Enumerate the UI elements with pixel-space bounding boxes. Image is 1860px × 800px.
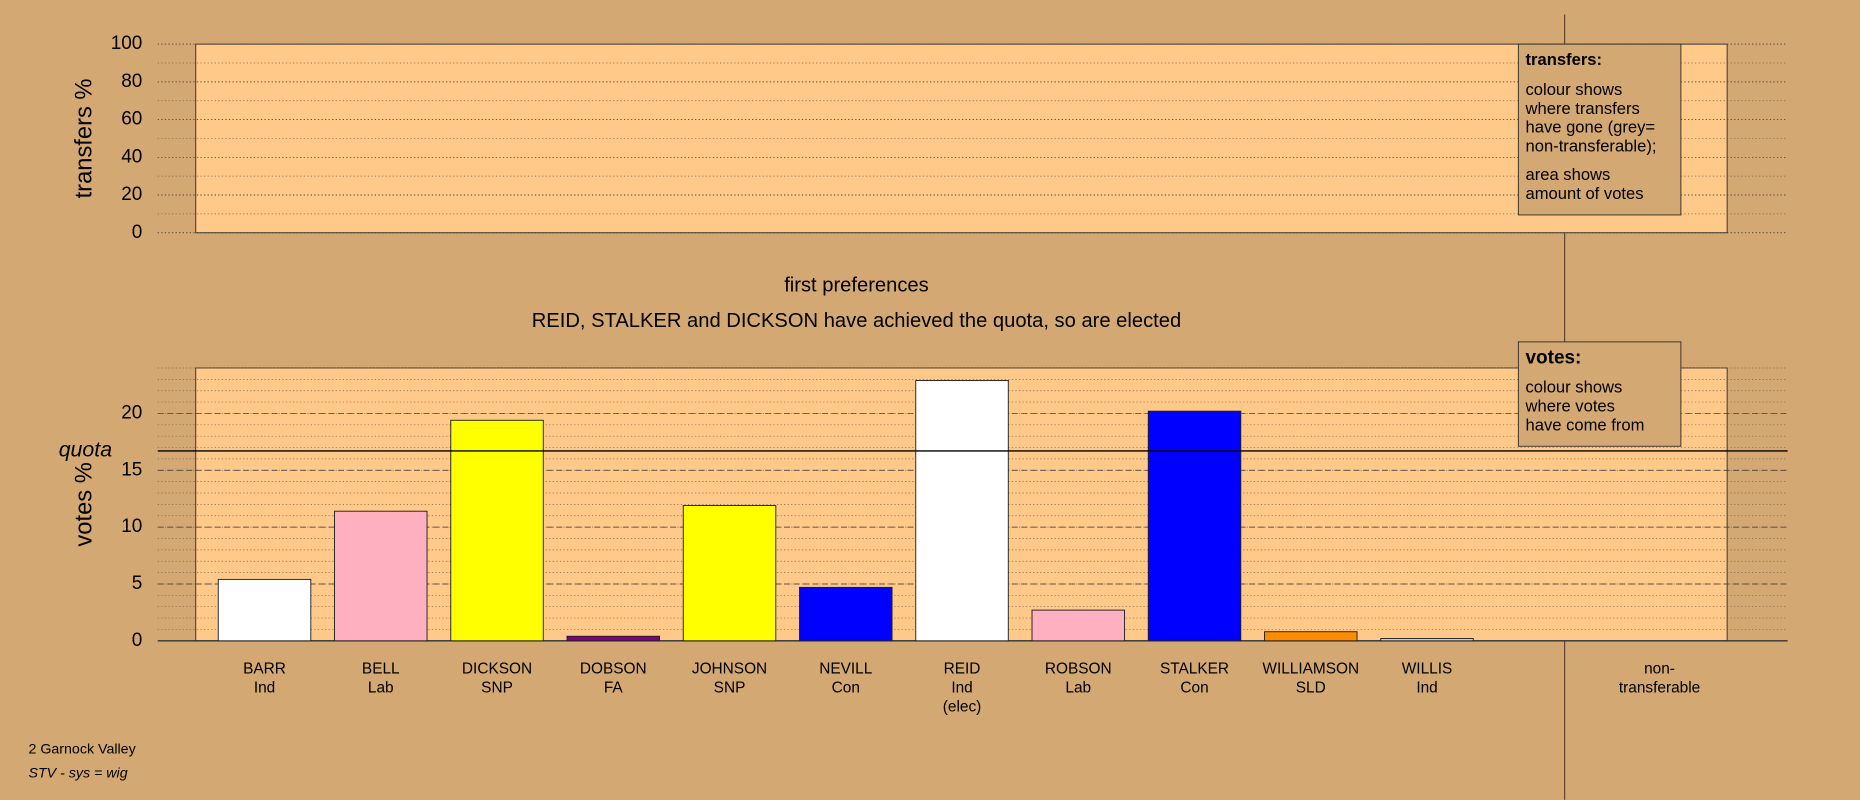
y-axis-label: votes % bbox=[72, 462, 98, 546]
y-tick-label: 10 bbox=[121, 516, 142, 537]
x-tick-label: BELL bbox=[362, 660, 400, 677]
legend-text: where transfers bbox=[1524, 99, 1639, 118]
bar bbox=[1264, 631, 1358, 642]
x-tick-label: SNP bbox=[714, 679, 746, 696]
legend-text: have gone (grey= bbox=[1525, 118, 1655, 137]
legend-text: area shows bbox=[1525, 165, 1610, 184]
chart-title: first preferences bbox=[784, 274, 929, 296]
x-tick-label: Lab bbox=[1065, 679, 1091, 696]
x-tick-label: Con bbox=[1180, 679, 1208, 696]
chart-subtitle: REID, STALKER and DICKSON have achieved … bbox=[532, 310, 1181, 332]
x-tick-label: SLD bbox=[1296, 679, 1326, 696]
legend-text: non-transferable); bbox=[1525, 137, 1656, 156]
bar bbox=[682, 505, 777, 642]
x-tick-label: DOBSON bbox=[580, 660, 647, 677]
x-tick-label: Ind bbox=[1416, 679, 1437, 696]
bar bbox=[334, 510, 428, 642]
x-tick-label: Lab bbox=[368, 679, 394, 696]
x-tick-label: DICKSON bbox=[462, 660, 532, 677]
bar bbox=[450, 419, 544, 642]
quota-label: quota bbox=[59, 438, 113, 462]
y-tick-label: 15 bbox=[121, 459, 142, 480]
x-tick-label: Ind bbox=[951, 679, 972, 696]
x-tick-label: ROBSON bbox=[1045, 660, 1112, 677]
x-tick-label: transferable bbox=[1619, 679, 1700, 696]
x-tick-label: FA bbox=[604, 679, 624, 696]
x-tick-label: WILLIAMSON bbox=[1262, 660, 1359, 677]
legend-title: votes: bbox=[1525, 347, 1581, 368]
x-tick-label: Ind bbox=[254, 679, 275, 696]
legend-text: colour shows bbox=[1525, 378, 1622, 397]
bar bbox=[1031, 609, 1126, 642]
bar bbox=[566, 635, 661, 642]
legend-text: colour shows bbox=[1525, 80, 1622, 99]
y-tick-label: 100 bbox=[111, 33, 143, 54]
x-tick-label: JOHNSON bbox=[692, 660, 767, 677]
legend-text: amount of votes bbox=[1525, 184, 1643, 203]
y-tick-label: 20 bbox=[121, 184, 142, 205]
legend-box bbox=[1517, 341, 1682, 447]
x-tick-label: STALKER bbox=[1160, 660, 1229, 677]
y-tick-label: 20 bbox=[121, 402, 142, 423]
legend-box bbox=[1517, 43, 1682, 216]
x-tick-label: REID bbox=[944, 660, 981, 677]
bar bbox=[915, 380, 1009, 642]
y-tick-label: 5 bbox=[132, 573, 143, 594]
x-tick-label: NEVILL bbox=[819, 660, 873, 677]
x-tick-label: Con bbox=[832, 679, 860, 696]
x-tick-label: (elec) bbox=[943, 698, 982, 715]
legend-title: transfers: bbox=[1525, 50, 1602, 69]
x-tick-label: non- bbox=[1644, 660, 1675, 677]
x-tick-label: SNP bbox=[481, 679, 513, 696]
bar bbox=[217, 578, 312, 642]
y-axis-label: transfers % bbox=[72, 78, 98, 198]
x-tick-label: WILLIS bbox=[1402, 660, 1453, 677]
legend-text: where votes bbox=[1524, 397, 1614, 416]
y-tick-label: 40 bbox=[121, 146, 142, 167]
bar bbox=[1147, 410, 1242, 642]
y-tick-label: 0 bbox=[132, 630, 143, 651]
y-tick-label: 80 bbox=[121, 71, 142, 92]
legend-text: have come from bbox=[1525, 415, 1644, 434]
footer-system: STV - sys = wig bbox=[28, 765, 127, 781]
y-tick-label: 0 bbox=[132, 222, 143, 243]
bar bbox=[1380, 638, 1474, 642]
x-tick-label: BARR bbox=[243, 660, 286, 677]
y-tick-label: 60 bbox=[121, 109, 142, 130]
bar bbox=[799, 586, 893, 642]
footer-area: 2 Garnock Valley bbox=[28, 742, 136, 758]
